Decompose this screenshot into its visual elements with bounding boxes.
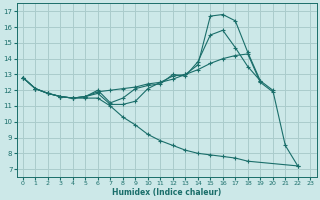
X-axis label: Humidex (Indice chaleur): Humidex (Indice chaleur) (112, 188, 221, 197)
